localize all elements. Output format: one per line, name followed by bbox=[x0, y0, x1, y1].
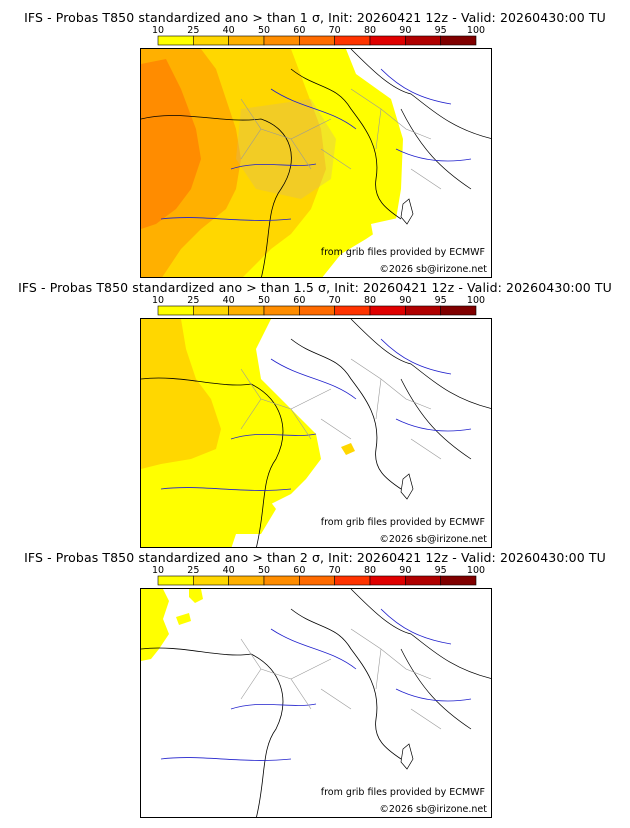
legend-tick-label: 70 bbox=[329, 25, 341, 36]
map-panel-1-5sigma: IFS - Probas T850 standardized ano > tha… bbox=[0, 270, 630, 548]
legend-swatch bbox=[228, 575, 265, 586]
legend-tick-label: 100 bbox=[467, 25, 485, 36]
prob-area-yellow-spot bbox=[189, 589, 203, 603]
corsica bbox=[400, 473, 414, 500]
legend-swatch bbox=[440, 305, 477, 316]
legend-tick-label: 25 bbox=[187, 25, 199, 36]
legend-tick-label: 40 bbox=[223, 295, 235, 306]
legend-swatch bbox=[440, 35, 477, 46]
probability-map: from grib files provided by ECMWF ©2026 … bbox=[140, 318, 492, 548]
credit-source: from grib files provided by ECMWF bbox=[320, 247, 485, 258]
legend-swatch bbox=[263, 35, 300, 46]
probability-legend: 10 25 40 50 60 70 80 90 95 100 bbox=[152, 295, 485, 316]
legend-swatch bbox=[157, 35, 194, 46]
corsica bbox=[400, 743, 414, 770]
credit-source: from grib files provided by ECMWF bbox=[320, 787, 485, 798]
legend-swatch bbox=[334, 305, 371, 316]
prob-area-darkorange bbox=[141, 59, 201, 229]
legend-tick-label: 60 bbox=[293, 25, 305, 36]
legend-tick-label: 60 bbox=[293, 295, 305, 306]
legend-swatch bbox=[263, 305, 300, 316]
legend-swatch bbox=[299, 305, 335, 316]
legend-tick-label: 95 bbox=[435, 25, 447, 36]
legend-tick-label: 70 bbox=[329, 565, 341, 576]
legend-swatch bbox=[299, 575, 335, 586]
probability-map: from grib files provided by ECMWF ©2026 … bbox=[140, 48, 492, 278]
legend-swatch bbox=[405, 575, 441, 586]
legend-swatch bbox=[369, 305, 406, 316]
map-panel-1sigma: IFS - Probas T850 standardized ano > tha… bbox=[0, 0, 630, 278]
probability-legend: 10 25 40 50 60 70 80 90 95 100 bbox=[152, 565, 485, 586]
legend-swatch bbox=[157, 305, 194, 316]
probability-legend: 10 25 40 50 60 70 80 90 95 100 bbox=[152, 25, 485, 46]
prob-area-gold bbox=[141, 319, 221, 469]
legend-swatch bbox=[263, 575, 300, 586]
legend-swatch bbox=[334, 35, 371, 46]
legend-tick-label: 50 bbox=[258, 25, 270, 36]
prob-area-yellow-spot bbox=[341, 443, 355, 455]
legend-tick-label: 25 bbox=[187, 295, 199, 306]
prob-area-yellow-spot-2 bbox=[176, 613, 191, 625]
legend-tick-label: 80 bbox=[364, 565, 376, 576]
prob-area-gray-tint bbox=[236, 99, 336, 199]
prob-area-yellow-south bbox=[221, 489, 276, 534]
legend-tick-label: 10 bbox=[152, 25, 164, 36]
legend-swatch bbox=[369, 35, 406, 46]
legend-swatch bbox=[299, 35, 335, 46]
legend-tick-label: 70 bbox=[329, 295, 341, 306]
legend-tick-label: 90 bbox=[399, 565, 411, 576]
legend-tick-label: 80 bbox=[364, 295, 376, 306]
legend-swatch bbox=[405, 35, 441, 46]
credit-site: ©2026 sb@irizone.net bbox=[379, 804, 487, 815]
legend-swatch bbox=[193, 575, 229, 586]
map-panel-2sigma: IFS - Probas T850 standardized ano > tha… bbox=[0, 540, 630, 818]
probability-map: from grib files provided by ECMWF ©2026 … bbox=[140, 588, 492, 818]
legend-swatch bbox=[334, 575, 371, 586]
legend-tick-label: 100 bbox=[467, 295, 485, 306]
legend-tick-label: 25 bbox=[187, 565, 199, 576]
legend-tick-label: 95 bbox=[435, 565, 447, 576]
legend-swatch bbox=[228, 35, 265, 46]
legend-tick-label: 90 bbox=[399, 295, 411, 306]
legend-tick-label: 50 bbox=[258, 565, 270, 576]
legend-swatch bbox=[405, 305, 441, 316]
legend-tick-label: 95 bbox=[435, 295, 447, 306]
credit-site: ©2026 sb@irizone.net bbox=[379, 534, 487, 545]
legend-tick-label: 10 bbox=[152, 295, 164, 306]
prob-area-yellow bbox=[141, 589, 169, 661]
legend-swatch bbox=[440, 575, 477, 586]
panel-title: IFS - Probas T850 standardized ano > tha… bbox=[24, 10, 606, 25]
panel-title: IFS - Probas T850 standardized ano > tha… bbox=[18, 280, 612, 295]
legend-swatch bbox=[157, 575, 194, 586]
legend-tick-label: 60 bbox=[293, 565, 305, 576]
legend-swatch bbox=[193, 35, 229, 46]
legend-tick-label: 40 bbox=[223, 25, 235, 36]
legend-swatch bbox=[369, 575, 406, 586]
credit-site: ©2026 sb@irizone.net bbox=[379, 264, 487, 275]
panel-title: IFS - Probas T850 standardized ano > tha… bbox=[24, 550, 606, 565]
legend-tick-label: 80 bbox=[364, 25, 376, 36]
sea-white bbox=[371, 214, 461, 277]
legend-tick-label: 10 bbox=[152, 565, 164, 576]
corsica bbox=[400, 198, 414, 225]
legend-swatch bbox=[193, 305, 229, 316]
legend-tick-label: 90 bbox=[399, 25, 411, 36]
legend-tick-label: 40 bbox=[223, 565, 235, 576]
legend-swatch bbox=[228, 305, 265, 316]
legend-tick-label: 50 bbox=[258, 295, 270, 306]
credit-source: from grib files provided by ECMWF bbox=[320, 517, 485, 528]
legend-tick-label: 100 bbox=[467, 565, 485, 576]
